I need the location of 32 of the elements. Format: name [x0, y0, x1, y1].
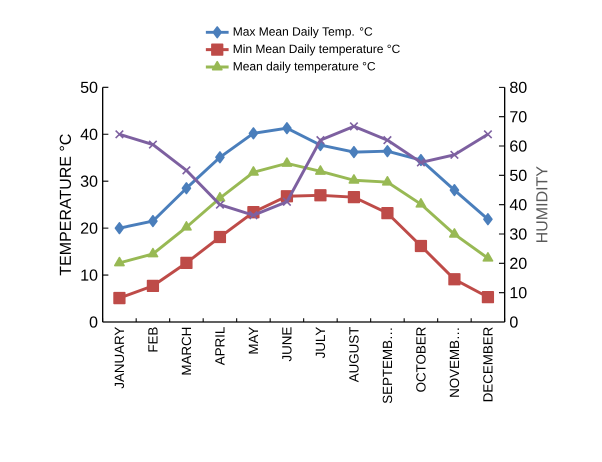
- legend-label: Min Mean Daily temperature °C: [234, 44, 400, 56]
- y-axis-title: TEMPERATURE °C: [60, 134, 71, 276]
- y2-tick-label: 70: [510, 111, 527, 122]
- x-tick-label: JULY: [316, 326, 326, 358]
- y-tick-label: 30: [80, 176, 98, 187]
- x-tick-label: DECEMBER: [483, 327, 493, 402]
- y2-tick-label: 60: [510, 140, 527, 152]
- x-tick-label: MARCH: [182, 328, 192, 375]
- y2-tick-label: 50: [510, 170, 527, 181]
- x-tick-label: SEPTEMB…: [382, 328, 392, 404]
- y2-tick-label: 0: [510, 316, 518, 328]
- y-tick-label: 20: [80, 222, 98, 234]
- y2-tick-label: 10: [510, 287, 527, 298]
- y-tick-label: 0: [90, 316, 98, 328]
- x-tick-label: OCTOBER: [416, 327, 426, 392]
- x-tick-label: MAY: [248, 326, 258, 354]
- x-tick-label: JANUARY: [114, 326, 124, 388]
- y-tick-label: 50: [80, 82, 98, 93]
- y-tick-label: 10: [81, 269, 98, 281]
- legend-label: Max Mean Daily Temp. °C: [234, 26, 372, 38]
- y-tick-label: 40: [80, 128, 98, 140]
- y2-tick-label: 20: [510, 258, 527, 269]
- x-tick-label: FEB: [148, 327, 158, 352]
- y2-axis-title: HUMIDITY: [536, 166, 548, 242]
- y2-tick-label: 30: [510, 228, 527, 240]
- x-tick-label: JUNE: [282, 327, 292, 362]
- x-tick-label: AUGUST: [349, 327, 359, 382]
- x-tick-label: APRIL: [215, 327, 225, 366]
- y2-tick-label: 80: [510, 82, 527, 94]
- x-tick-label: NOVEMB…: [450, 328, 460, 397]
- legend-label: Mean daily temperature °C: [234, 62, 376, 73]
- y2-tick-label: 40: [510, 199, 527, 210]
